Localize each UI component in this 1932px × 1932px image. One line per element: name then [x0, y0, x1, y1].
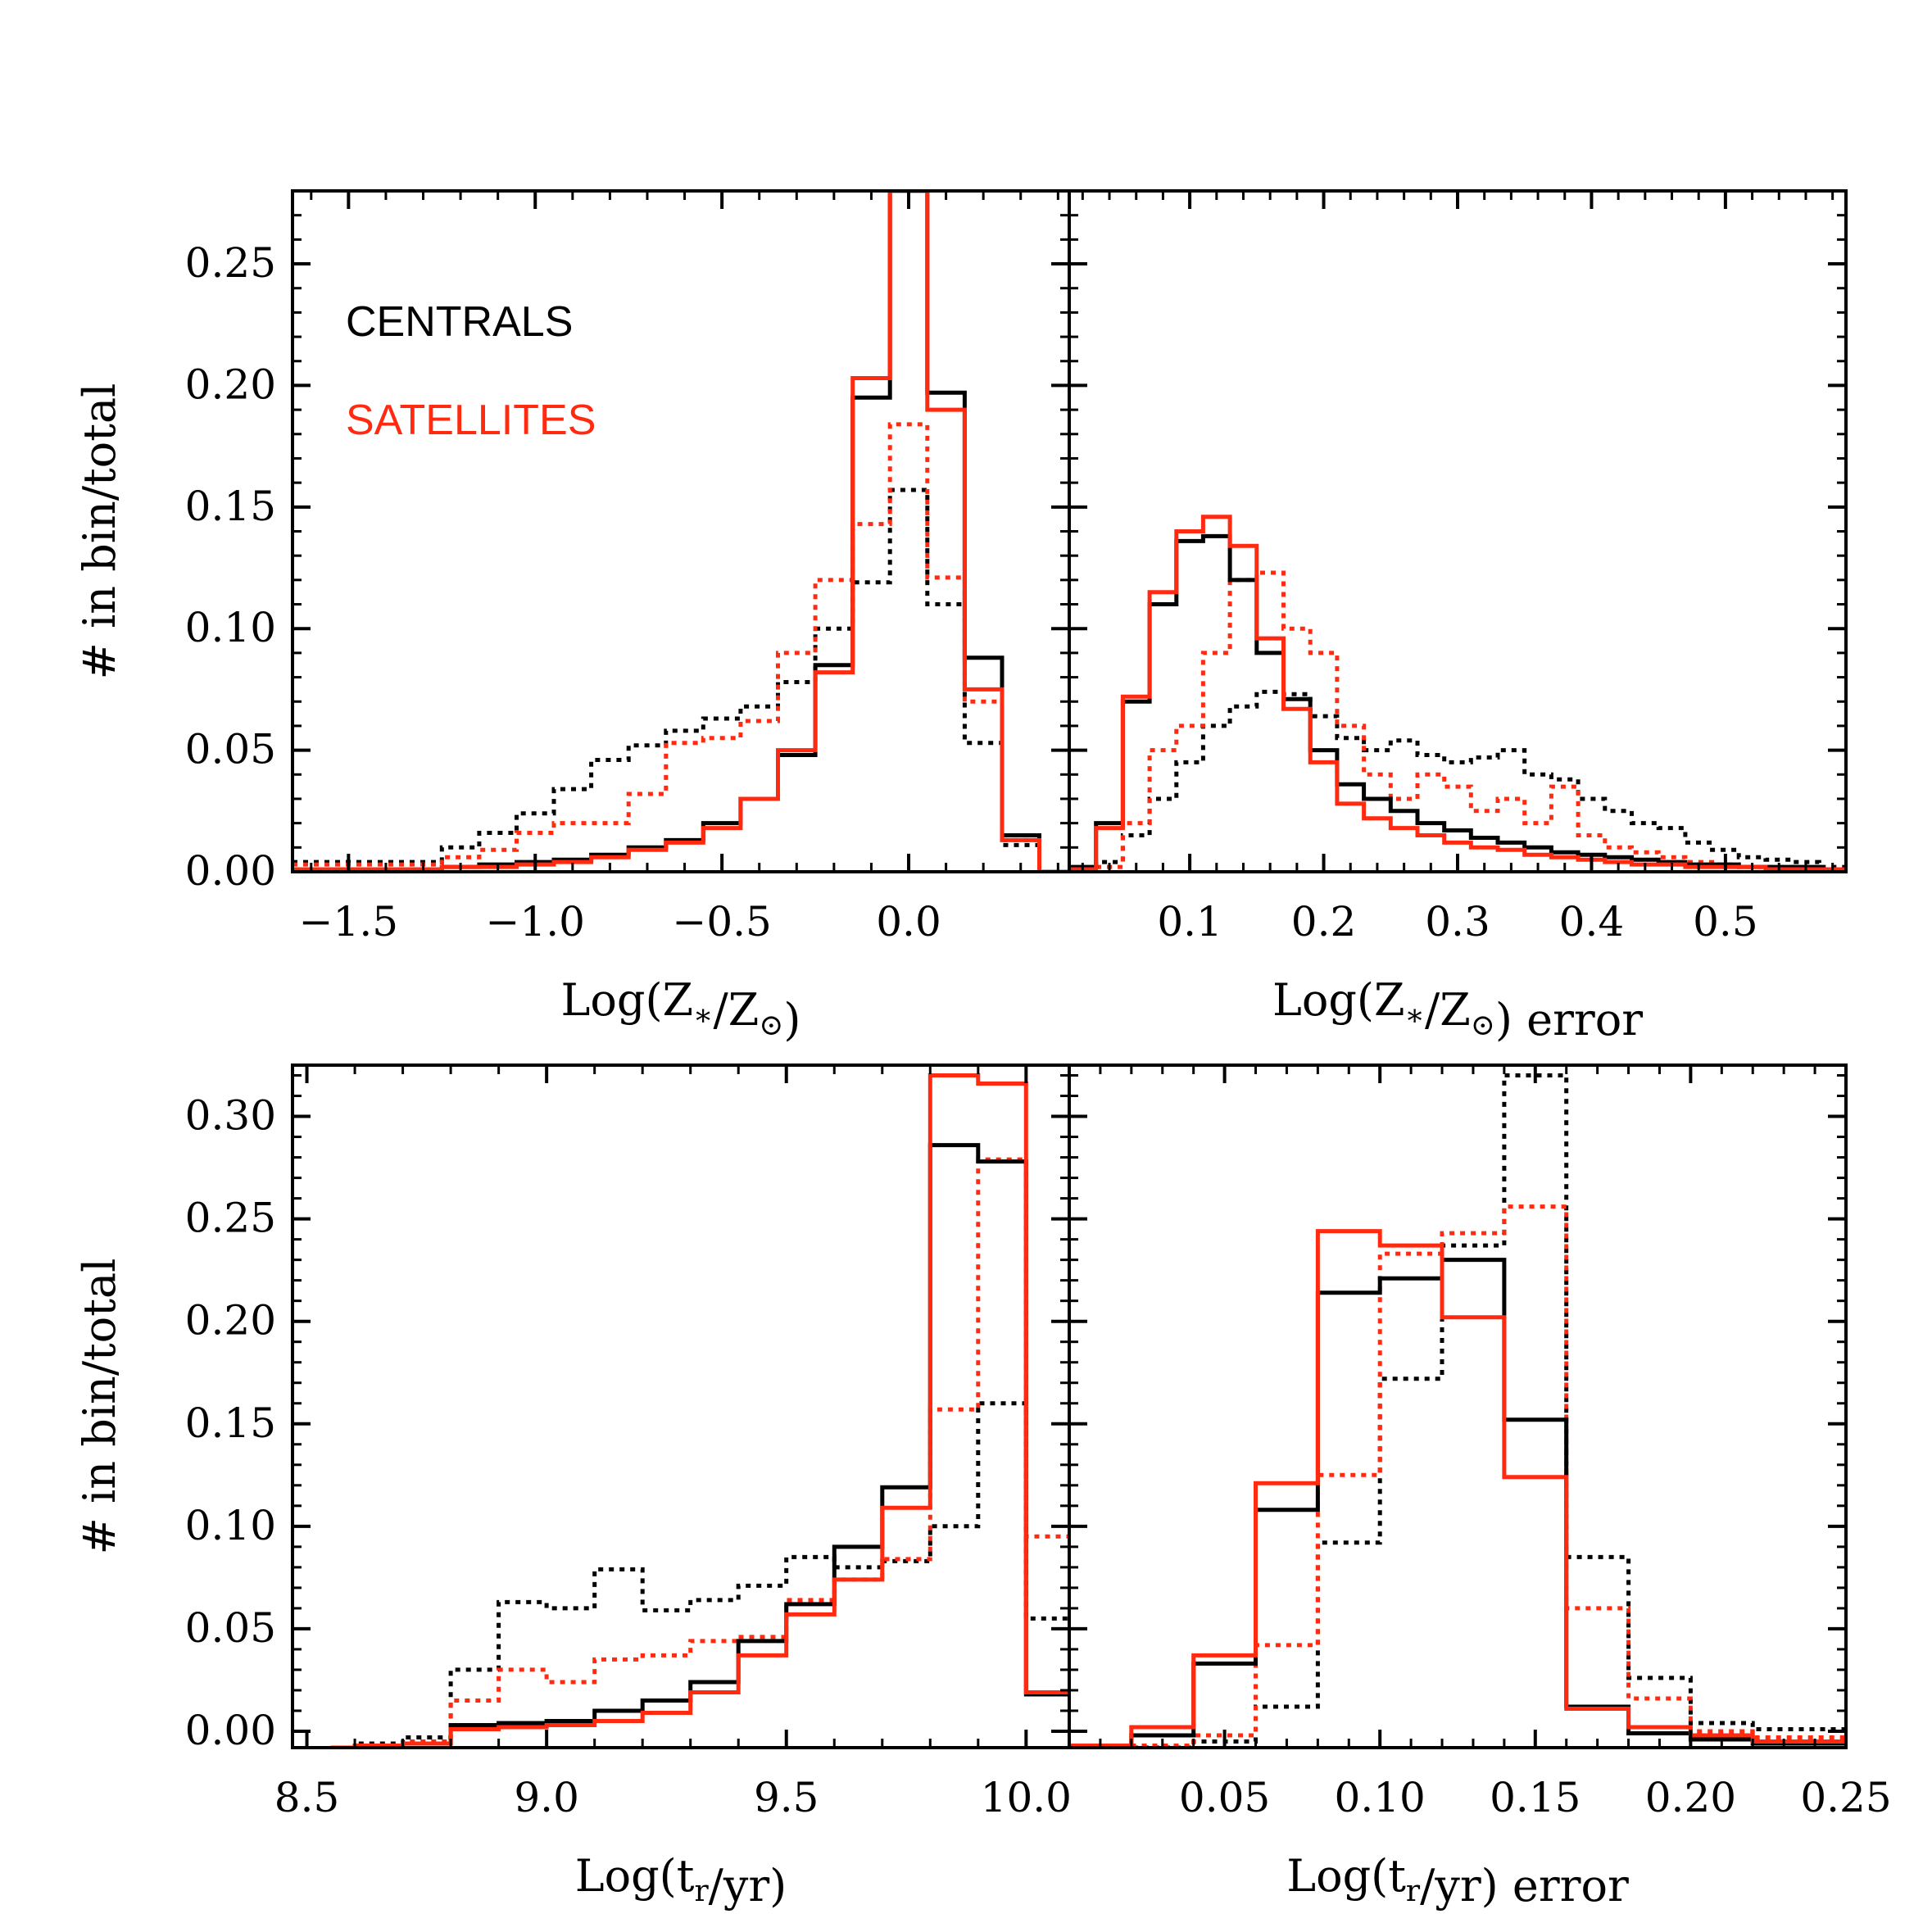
- panel-top-right: 0.1 0.2 0.3 0.4 0.5 Log(Z∗/Z⊙) error: [1068, 189, 1848, 1045]
- x-tick-label: 0.05: [1179, 1774, 1270, 1821]
- y-tick-label: 0.25: [185, 1195, 276, 1242]
- series-centrals-solid: [1069, 1258, 1846, 1748]
- y-tick-label: 0.10: [185, 1502, 276, 1549]
- y-tick-label: 0.05: [185, 726, 276, 773]
- series-centrals-dotted: [330, 1401, 1069, 1748]
- series-group: [1069, 1073, 1846, 1748]
- panel-bottom-right: 0.05 0.10 0.15 0.20 0.25 Log(tr/yr) error: [1068, 1064, 1892, 1912]
- y-tick-label: 0.10: [185, 604, 276, 651]
- y-axis-label: # in bin/total: [74, 1259, 125, 1555]
- x-tick-label: 8.5: [274, 1774, 340, 1821]
- series-centrals-dotted: [1069, 1073, 1846, 1748]
- series-centrals-solid: [330, 1143, 1069, 1748]
- series-satellites-dotted: [1069, 570, 1846, 872]
- x-tick-label: 9.0: [514, 1774, 579, 1821]
- y-tick-label: 0.25: [185, 239, 276, 287]
- x-tick-label: −1.5: [299, 898, 398, 946]
- series-satellites-dotted: [330, 1157, 1069, 1748]
- y-tick-label: 0.20: [185, 1297, 276, 1345]
- x-axis-label: Log(tr/yr) error: [1286, 1850, 1629, 1912]
- series-group: [293, 191, 1069, 872]
- x-axis-label: Log(Z∗/Z⊙): [561, 974, 801, 1045]
- x-tick-label: 0.5: [1693, 898, 1758, 946]
- x-tick-label: 0.10: [1335, 1774, 1426, 1821]
- axes-frame: [291, 1064, 1071, 1749]
- y-tick-label: 0.05: [185, 1604, 276, 1652]
- x-tick-label: 10.0: [981, 1774, 1072, 1821]
- x-axis-label: Log(tr/yr): [575, 1850, 787, 1912]
- series-centrals-solid: [293, 191, 1069, 872]
- series-satellites-solid: [293, 191, 1069, 872]
- x-tick-label: 0.25: [1800, 1774, 1891, 1821]
- y-tick-label: 0.00: [185, 847, 276, 895]
- series-satellites-dotted: [293, 422, 1069, 872]
- series-centrals-solid: [1069, 533, 1846, 872]
- x-tick-label: 0.2: [1291, 898, 1357, 946]
- series-group: [330, 1073, 1069, 1748]
- x-tick-label: 0.1: [1157, 898, 1222, 946]
- series-satellites-solid: [330, 1073, 1069, 1748]
- panel-top-left: −1.5 −1.0 −0.5 0.0 0.00 0.05 0.10 0.15 0.20 0.25 L…: [74, 189, 1071, 1045]
- axes-frame: [291, 189, 1071, 873]
- series-group: [1069, 515, 1846, 872]
- series-centrals-dotted: [293, 488, 1069, 872]
- y-tick-label: 0.20: [185, 361, 276, 408]
- y-tick-label: 0.15: [185, 483, 276, 530]
- legend-centrals: CENTRALS: [346, 298, 573, 346]
- series-satellites-solid: [1069, 515, 1846, 872]
- y-tick-label: 0.15: [185, 1399, 276, 1447]
- legend: CENTRALS SATELLITES: [346, 298, 596, 444]
- series-satellites-solid: [1069, 1229, 1846, 1748]
- panel-bottom-left: 8.5 9.0 9.5 10.0 0.00 0.05 0.10 0.15 0.20 0.25 0.3…: [74, 1064, 1072, 1912]
- x-tick-label: 0.15: [1490, 1774, 1581, 1821]
- x-tick-label: 0.3: [1425, 898, 1490, 946]
- x-axis-label: Log(Z∗/Z⊙) error: [1272, 974, 1643, 1045]
- y-axis-label: # in bin/total: [74, 383, 125, 680]
- x-tick-label: 9.5: [754, 1774, 819, 1821]
- y-tick-label: 0.30: [185, 1092, 276, 1140]
- legend-satellites: SATELLITES: [346, 397, 596, 444]
- x-tick-label: −1.0: [486, 898, 585, 946]
- series-centrals-dotted: [1069, 689, 1846, 872]
- y-tick-label: 0.00: [185, 1707, 276, 1754]
- axes-frame: [1068, 1064, 1848, 1749]
- x-tick-label: 0.20: [1645, 1774, 1736, 1821]
- x-tick-label: −0.5: [672, 898, 771, 946]
- x-tick-label: 0.4: [1559, 898, 1625, 946]
- series-satellites-dotted: [1069, 1204, 1846, 1748]
- x-tick-label: 0.0: [876, 898, 941, 946]
